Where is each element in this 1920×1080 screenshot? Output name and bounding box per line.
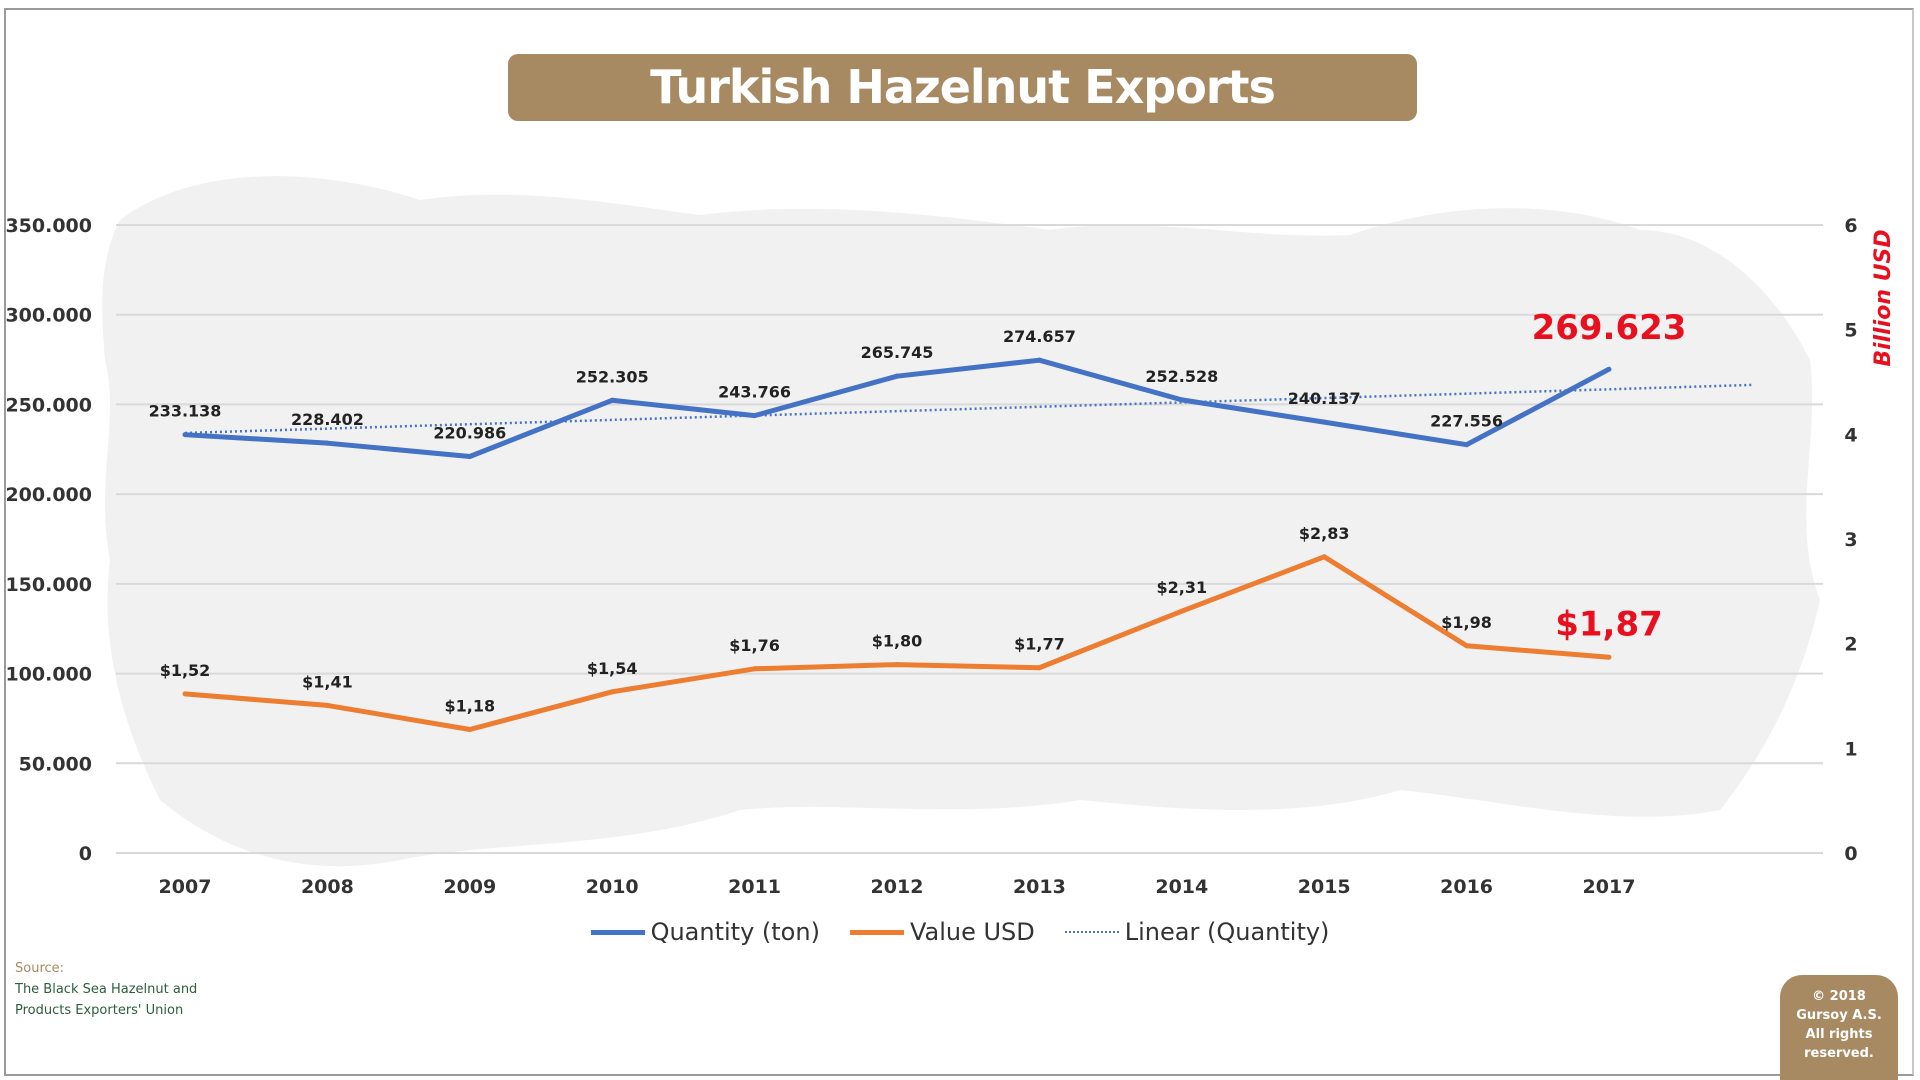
data-label: 243.766 [718,383,791,402]
copyright-line: All rights [1805,1027,1873,1042]
right-axis-tick: 0 [1844,843,1857,865]
data-point [182,691,188,697]
data-point [1179,608,1185,614]
data-label: $1,18 [444,696,495,715]
left-axis-tick: 0 [79,843,92,865]
data-point [752,413,758,419]
turkey-map-silhouette [102,176,1821,867]
left-axis-tick: 300.000 [5,305,92,327]
data-point [467,726,473,732]
data-label: 220.986 [433,423,506,442]
data-label: $1,52 [160,661,211,680]
right-axis-title: Billion USD [1871,229,1896,366]
legend-swatch-value [849,929,904,935]
data-label: $2,31 [1156,578,1207,597]
x-axis-tick: 2010 [586,876,639,898]
data-point [1464,442,1470,448]
data-point [1606,366,1612,372]
data-point [894,373,900,379]
right-axis-tick: 5 [1844,320,1857,342]
right-axis-tick: 4 [1844,424,1857,446]
copyright-badge: © 2018 Gursoy A.S. All rights reserved. [1780,975,1898,1080]
copyright-line: © 2018 [1812,989,1866,1004]
data-point [1606,654,1612,660]
legend-value[interactable]: Value USD [849,918,1035,946]
legend: Quantity (ton) Value USD Linear (Quantit… [0,918,1920,946]
x-axis-tick: 2009 [443,876,496,898]
data-label: 228.402 [291,410,364,429]
legend-quantity[interactable]: Quantity (ton) [590,918,820,946]
data-label: $2,83 [1299,524,1350,543]
data-label: 240.137 [1288,389,1361,408]
data-point [752,666,758,672]
data-point [182,432,188,438]
data-point [467,453,473,459]
data-label: 252.305 [576,367,649,386]
x-axis-tick: 2013 [1013,876,1066,898]
data-label: $1,54 [587,659,638,678]
x-axis-tick: 2012 [871,876,924,898]
data-point [1321,554,1327,560]
left-axis-tick: 100.000 [5,664,92,686]
copyright-line: Gursoy A.S. [1796,1008,1882,1023]
data-point [324,702,330,708]
source-label: Source: [15,961,65,976]
data-label: 227.556 [1430,412,1503,431]
data-point [324,440,330,446]
data-point [609,689,615,695]
left-axis-tick: 250.000 [5,394,92,416]
legend-label: Quantity (ton) [650,918,820,946]
copyright-line: reserved. [1804,1046,1874,1061]
data-label: 274.657 [1003,327,1076,346]
right-axis-tick: 2 [1844,634,1857,656]
data-label: $1,98 [1441,613,1492,632]
highlight-data-label: 269.623 [1532,308,1687,348]
data-point [1179,397,1185,403]
x-axis-tick: 2007 [159,876,212,898]
source-line: Products Exporters' Union [15,1003,184,1018]
legend-swatch-quantity [590,929,645,935]
x-axis-tick: 2015 [1298,876,1351,898]
data-label: $1,77 [1014,635,1065,654]
legend-swatch-trendline [1064,931,1119,933]
x-axis-tick: 2014 [1155,876,1208,898]
right-axis-tick: 3 [1844,529,1857,551]
x-axis-tick: 2011 [728,876,781,898]
chart-title: Turkish Hazelnut Exports [508,54,1417,121]
data-label: $1,80 [872,632,923,651]
data-point [1036,665,1042,671]
x-axis-tick: 2017 [1583,876,1636,898]
highlight-data-label: $1,87 [1555,604,1663,644]
data-point [1321,419,1327,425]
legend-label: Value USD [909,918,1035,946]
left-axis-tick: 350.000 [5,215,92,237]
source-line: The Black Sea Hazelnut and [15,982,198,997]
x-axis-tick: 2016 [1440,876,1493,898]
legend-trendline[interactable]: Linear (Quantity) [1064,918,1330,946]
data-label: 265.745 [861,343,934,362]
data-point [609,397,615,403]
left-axis-tick: 150.000 [5,574,92,596]
data-label: 233.138 [149,402,222,421]
right-axis-tick: 6 [1844,215,1857,237]
data-point [1036,357,1042,363]
data-label: $1,76 [729,636,780,655]
trendline-quantity [184,383,1752,435]
x-axis-tick: 2008 [301,876,354,898]
data-label: 252.528 [1145,367,1218,386]
data-point [1464,643,1470,649]
left-axis-tick: 50.000 [19,753,92,775]
source-note: Source: The Black Sea Hazelnut and Produ… [15,958,197,1021]
right-axis-tick: 1 [1844,738,1857,760]
left-axis-tick: 200.000 [5,484,92,506]
legend-label: Linear (Quantity) [1124,918,1330,946]
slide-frame [4,8,1914,1076]
data-point [894,662,900,668]
data-label: $1,41 [302,672,353,691]
